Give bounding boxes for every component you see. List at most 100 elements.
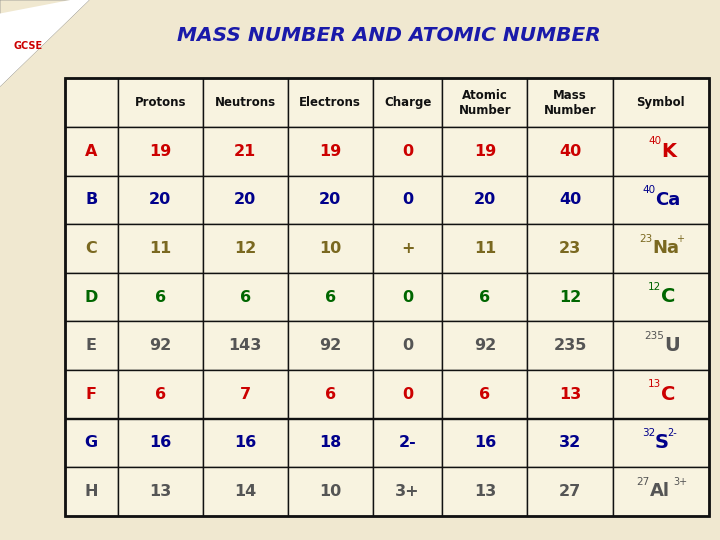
Text: 0: 0 <box>402 338 413 353</box>
Bar <box>528 467 613 516</box>
Bar <box>613 321 709 370</box>
Bar <box>442 78 528 127</box>
Text: 92: 92 <box>474 338 496 353</box>
Text: 3+: 3+ <box>673 477 687 487</box>
Bar <box>117 224 203 273</box>
Text: 0: 0 <box>402 192 413 207</box>
Bar <box>203 418 288 467</box>
Bar <box>65 321 117 370</box>
Bar <box>613 418 709 467</box>
Text: Al: Al <box>649 482 670 501</box>
Bar <box>373 467 442 516</box>
Text: 2-: 2- <box>667 428 678 438</box>
Text: 10: 10 <box>319 484 341 499</box>
Bar <box>117 127 203 176</box>
Text: 23: 23 <box>559 241 581 256</box>
Text: 21: 21 <box>234 144 256 159</box>
Bar <box>117 370 203 418</box>
Text: 6: 6 <box>240 289 251 305</box>
Text: 12: 12 <box>648 282 661 292</box>
Text: G: G <box>85 435 98 450</box>
Bar <box>65 78 709 516</box>
Bar <box>65 127 117 176</box>
Text: H: H <box>84 484 98 499</box>
Polygon shape <box>0 0 89 86</box>
Bar <box>65 418 117 467</box>
Text: C: C <box>86 241 97 256</box>
Bar <box>373 176 442 224</box>
Bar <box>117 418 203 467</box>
Text: 14: 14 <box>234 484 256 499</box>
Bar <box>203 467 288 516</box>
Bar <box>373 321 442 370</box>
Text: Na: Na <box>652 239 680 258</box>
Text: 0: 0 <box>402 289 413 305</box>
Text: +: + <box>401 241 415 256</box>
Text: 16: 16 <box>234 435 256 450</box>
Bar <box>442 176 528 224</box>
Bar <box>117 467 203 516</box>
Bar <box>528 321 613 370</box>
Bar <box>117 78 203 127</box>
Bar <box>117 321 203 370</box>
Text: 10: 10 <box>319 241 341 256</box>
Text: 40: 40 <box>559 144 581 159</box>
Text: 6: 6 <box>325 387 336 402</box>
Bar <box>65 467 117 516</box>
Text: D: D <box>84 289 98 305</box>
Text: 92: 92 <box>319 338 341 353</box>
Bar <box>65 176 117 224</box>
Bar <box>528 273 613 321</box>
Bar <box>613 370 709 418</box>
Text: GCSE: GCSE <box>14 41 42 51</box>
Text: 40: 40 <box>642 185 656 195</box>
Text: 13: 13 <box>559 387 581 402</box>
Text: Symbol: Symbol <box>636 96 685 109</box>
Bar <box>288 176 373 224</box>
Text: 6: 6 <box>325 289 336 305</box>
Polygon shape <box>0 0 89 86</box>
Text: 40: 40 <box>648 137 661 146</box>
Bar <box>373 224 442 273</box>
Bar <box>117 176 203 224</box>
Text: 19: 19 <box>149 144 171 159</box>
Text: 6: 6 <box>155 387 166 402</box>
Text: 13: 13 <box>648 380 661 389</box>
Bar <box>442 418 528 467</box>
Bar <box>373 78 442 127</box>
Text: 23: 23 <box>639 234 653 244</box>
Bar <box>288 224 373 273</box>
Text: 6: 6 <box>480 387 490 402</box>
Bar <box>373 273 442 321</box>
Text: 92: 92 <box>149 338 171 353</box>
Text: C: C <box>661 384 675 404</box>
Bar <box>288 78 373 127</box>
Text: 20: 20 <box>149 192 171 207</box>
Text: 20: 20 <box>234 192 256 207</box>
Bar <box>203 78 288 127</box>
Text: 235: 235 <box>554 338 587 353</box>
Text: K: K <box>661 141 676 161</box>
Text: 11: 11 <box>474 241 496 256</box>
Bar <box>65 370 117 418</box>
Bar <box>203 224 288 273</box>
Bar <box>203 273 288 321</box>
Text: 16: 16 <box>474 435 496 450</box>
Text: 0: 0 <box>402 387 413 402</box>
Text: 16: 16 <box>149 435 171 450</box>
Bar <box>613 467 709 516</box>
Bar <box>65 224 117 273</box>
Bar <box>528 127 613 176</box>
Bar <box>528 78 613 127</box>
Bar <box>373 370 442 418</box>
Bar <box>442 127 528 176</box>
Bar <box>528 370 613 418</box>
Bar <box>442 273 528 321</box>
Text: 20: 20 <box>474 192 496 207</box>
Text: F: F <box>86 387 96 402</box>
Text: Charge: Charge <box>384 96 431 109</box>
Bar <box>65 78 117 127</box>
Text: B: B <box>85 192 97 207</box>
Bar <box>65 273 117 321</box>
Text: +: + <box>676 234 684 244</box>
